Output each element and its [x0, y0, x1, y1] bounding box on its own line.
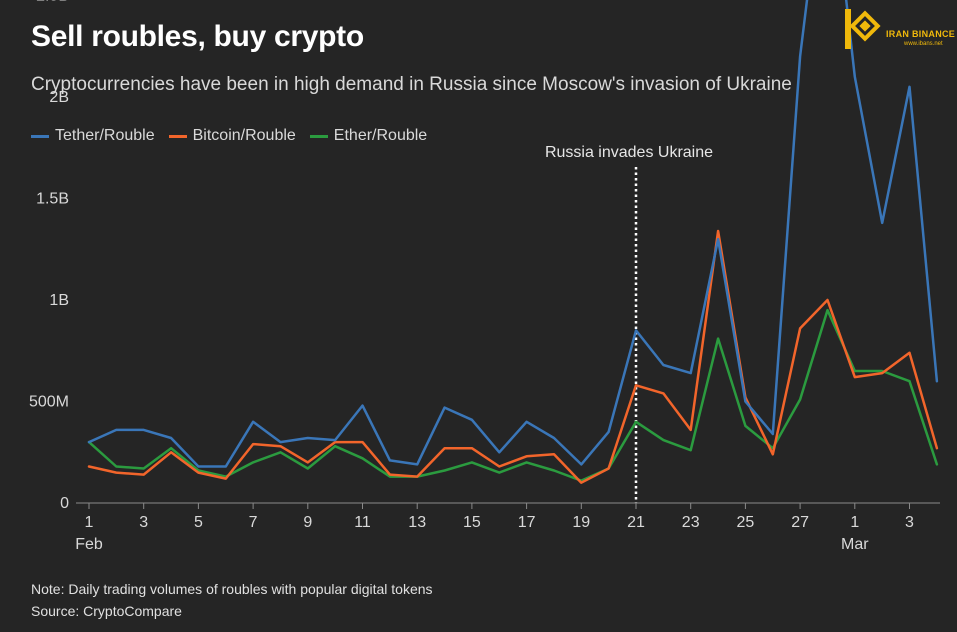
y-tick-label: 1.5B	[36, 191, 69, 208]
x-tick-label: 1	[850, 514, 859, 531]
legend-item-tether: Tether/Rouble	[31, 127, 155, 145]
x-tick-label: 1	[85, 514, 94, 531]
legend-item-bitcoin: Bitcoin/Rouble	[168, 127, 296, 145]
x-tick-label: 23	[682, 514, 700, 531]
tether-rouble-line	[87, 0, 939, 468]
x-tick-label: 5	[194, 514, 203, 531]
iran-binance-logo	[845, 9, 881, 49]
x-tick-label: 3	[905, 514, 914, 531]
y-tick-label: 2.5B	[36, 0, 69, 5]
legend-item-ether: Ether/Rouble	[309, 127, 428, 145]
legend: Tether/Rouble Bitcoin/Rouble Ether/Roubl…	[31, 127, 427, 145]
x-tick-label: 11	[354, 514, 371, 531]
chart-note: Note: Daily trading volumes of roubles w…	[31, 581, 433, 597]
y-tick-label: 500M	[29, 394, 69, 411]
legend-label-tether: Tether/Rouble	[55, 127, 155, 144]
invasion-annotation-label: Russia invades Ukraine	[545, 144, 713, 161]
logo-name: IRAN BINANCE	[886, 29, 956, 39]
y-tick-label: 1B	[49, 292, 69, 309]
bitcoin-rouble-line	[87, 229, 939, 484]
chart-source: Source: CryptoCompare	[31, 603, 182, 619]
x-tick-label: 21	[627, 514, 645, 531]
ether-rouble-line	[87, 308, 939, 482]
legend-swatch-bitcoin	[168, 134, 187, 138]
y-tick-label: 2B	[49, 89, 69, 106]
x-tick-label: 9	[303, 514, 312, 531]
x-tick-label: 27	[791, 514, 809, 531]
x-tick-label: 15	[463, 514, 481, 531]
x-month-label: Feb	[75, 536, 103, 553]
x-month-label: Mar	[841, 536, 869, 553]
y-tick-label: 0	[60, 495, 69, 512]
x-tick-label: 17	[518, 514, 536, 531]
x-tick-label: 7	[249, 514, 258, 531]
x-tick-label: 13	[408, 514, 426, 531]
binance-diamond-icon	[845, 9, 881, 49]
line-chart: 0500M1B1.5B2B2.5B3B135791113151719212325…	[29, 0, 940, 553]
legend-label-bitcoin: Bitcoin/Rouble	[192, 127, 296, 144]
logo-url: www.ibans.net	[904, 41, 943, 47]
legend-swatch-tether	[31, 134, 49, 138]
x-tick-label: 25	[737, 514, 755, 531]
x-tick-label: 3	[139, 514, 148, 531]
chart-subtitle: Cryptocurrencies have been in high deman…	[31, 74, 792, 95]
legend-swatch-ether	[309, 134, 328, 138]
legend-label-ether: Ether/Rouble	[333, 127, 428, 144]
chart-title: Sell roubles, buy crypto	[31, 20, 364, 53]
x-tick-label: 19	[572, 514, 590, 531]
